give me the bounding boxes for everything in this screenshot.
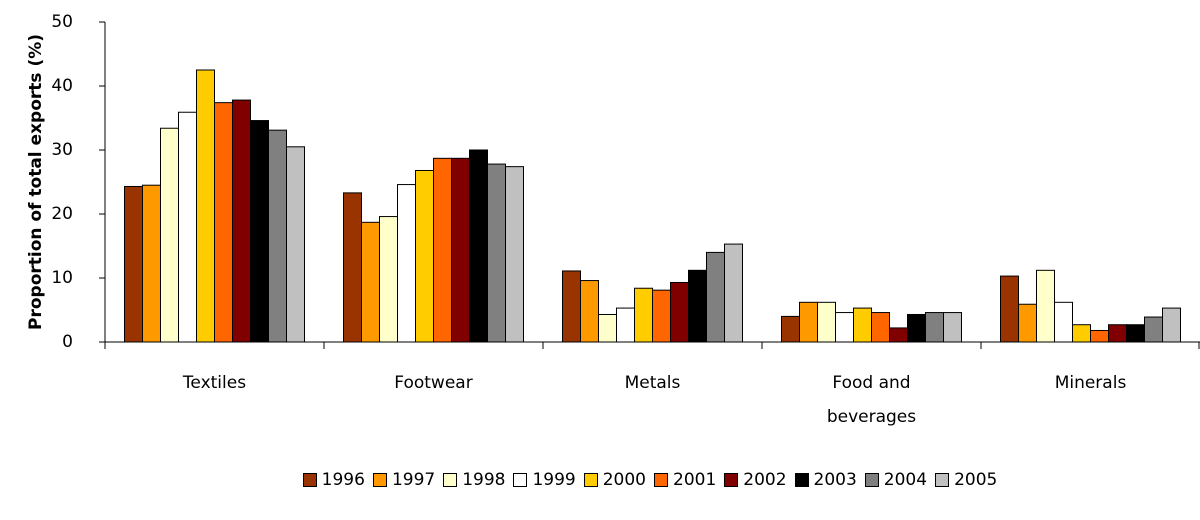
bar: [907, 313, 926, 343]
bar: [1054, 301, 1073, 343]
legend-label: 2002: [743, 470, 787, 490]
x-tick-label: Metals: [624, 373, 681, 393]
bar: [562, 270, 581, 343]
bar: [817, 301, 836, 343]
legend-item: 1997: [372, 470, 436, 490]
legend-item: 2005: [935, 470, 997, 490]
y-axis-label: Proportion of total exports (%): [26, 34, 46, 330]
legend-label: 2005: [954, 470, 998, 490]
legend-label: 1999: [532, 470, 576, 490]
legend-item: 1999: [513, 470, 576, 490]
legend-swatch: [935, 473, 950, 487]
legend-swatch: [724, 473, 739, 487]
bar: [232, 99, 251, 343]
bar: [268, 129, 287, 343]
legend-swatch: [443, 473, 458, 487]
bar: [487, 163, 506, 343]
bar: [1072, 324, 1091, 343]
bar: [214, 102, 233, 343]
y-tick-label: 30: [51, 140, 73, 160]
bar: [451, 157, 470, 343]
legend-swatch: [794, 473, 809, 487]
bar: [397, 184, 416, 343]
bar: [433, 157, 452, 343]
legend-item: 2002: [724, 470, 787, 490]
y-tick-label: 0: [62, 332, 73, 352]
bar: [160, 127, 179, 343]
bar: [1144, 316, 1163, 343]
legend-item: 1996: [302, 470, 365, 490]
bar: [124, 185, 143, 343]
bar: [415, 169, 434, 343]
y-tick-label: 50: [51, 12, 73, 32]
bar: [889, 327, 908, 343]
bar: [943, 312, 962, 343]
bar: [178, 111, 197, 343]
legend-swatch: [864, 473, 879, 487]
legend-item: 2000: [583, 470, 646, 490]
y-tick-label: 20: [51, 204, 73, 224]
bar: [469, 149, 488, 343]
legend-item: 2001: [654, 470, 716, 490]
bar: [616, 307, 635, 343]
bar: [196, 69, 215, 343]
legend-label: 2000: [602, 470, 646, 490]
bar: [1108, 324, 1127, 343]
bar: [670, 281, 689, 343]
bar: [652, 289, 671, 343]
legend-label: 2003: [813, 470, 857, 490]
legend: 1996 1997 1998 1999 2000 2001 2002 2003 2004 2005: [0, 470, 1200, 490]
legend-label: 1998: [462, 470, 506, 490]
legend-label: 2001: [673, 470, 717, 490]
legend-item: 2003: [794, 470, 857, 490]
x-tick-label: Textiles: [182, 373, 247, 393]
bar: [580, 280, 599, 343]
bar: [634, 287, 653, 343]
bar: [250, 120, 269, 343]
bar: [1000, 275, 1019, 343]
bar: [343, 192, 362, 343]
y-tick-label: 10: [51, 268, 73, 288]
bar: [835, 312, 854, 343]
bar: [871, 312, 890, 343]
bar: [781, 315, 800, 343]
bar: [286, 146, 305, 343]
bar: [1090, 329, 1109, 343]
legend-label: 1997: [391, 470, 436, 490]
bar: [379, 216, 398, 343]
x-tick-label: Food and beverages: [826, 373, 917, 427]
legend-swatch: [302, 473, 317, 487]
legend-item: 2004: [864, 470, 928, 490]
bar: [1126, 324, 1145, 343]
legend-label: 2004: [883, 470, 928, 490]
legend-swatch: [583, 473, 598, 487]
bar: [598, 313, 617, 343]
legend-swatch: [513, 473, 528, 487]
bar: [505, 166, 524, 343]
bar: [142, 184, 161, 343]
legend-swatch: [654, 473, 668, 487]
x-tick-label: Minerals: [1054, 373, 1127, 393]
bar: [799, 301, 818, 343]
bar: [925, 312, 944, 343]
bar: [706, 251, 725, 343]
legend-swatch: [372, 473, 387, 487]
bar: [1018, 303, 1037, 343]
legend-label: 1996: [321, 470, 365, 490]
legend-item: 1998: [443, 470, 505, 490]
bar: [724, 243, 743, 343]
x-tick-label: Footwear: [394, 373, 473, 393]
bar: [1036, 269, 1055, 343]
bar: [688, 269, 707, 343]
y-tick-label: 40: [51, 76, 73, 96]
bar: [853, 307, 872, 343]
bar: [1162, 307, 1181, 343]
bar: [361, 221, 380, 343]
